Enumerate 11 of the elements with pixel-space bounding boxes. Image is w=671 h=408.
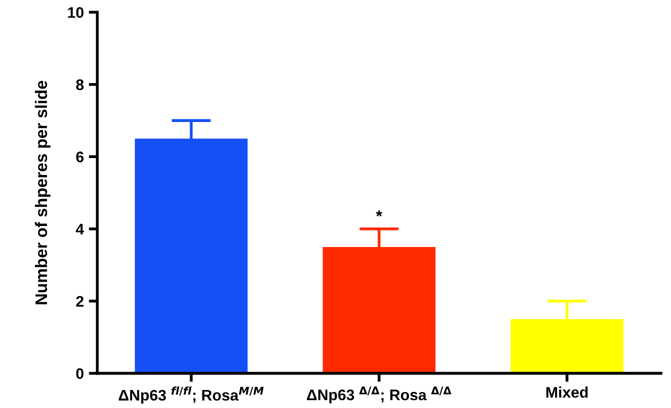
y-tick-label: 10 bbox=[68, 7, 84, 18]
y-axis-title: Number of shperes per slide bbox=[34, 80, 50, 304]
x-tick-label: ΔNp63 $^{Δ/Δ}$; Rosa $^{Δ/Δ}$ bbox=[306, 386, 452, 404]
y-tick-label: 8 bbox=[76, 79, 84, 90]
y-tick-label: 2 bbox=[76, 296, 84, 307]
x-tick-label: Mixed bbox=[546, 386, 588, 398]
y-tick-label: 6 bbox=[76, 152, 84, 162]
x-tick-label: ΔNp63 $^{fl/fl}$; Rosa$^{M/M}$ bbox=[118, 386, 264, 404]
y-tick-label: 0 bbox=[76, 368, 84, 380]
annotation: * bbox=[376, 210, 382, 217]
y-tick-label: 4 bbox=[76, 224, 84, 234]
